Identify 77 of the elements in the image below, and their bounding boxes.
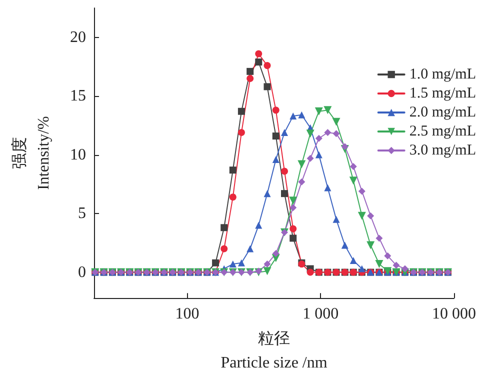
point [384, 252, 392, 260]
point [367, 212, 374, 220]
point [229, 194, 236, 201]
point [324, 106, 332, 114]
point [332, 130, 340, 138]
legend-label: 2.5 mg/mL [409, 124, 476, 140]
point [341, 242, 348, 249]
point [332, 216, 340, 223]
point [263, 267, 272, 276]
point [280, 190, 288, 198]
point [229, 260, 236, 268]
point [264, 260, 271, 268]
point [238, 129, 245, 136]
point [264, 83, 271, 90]
point [298, 160, 306, 168]
point [324, 184, 332, 192]
point [212, 259, 220, 266]
point [324, 128, 332, 136]
point [350, 163, 357, 170]
point [229, 166, 236, 174]
point [358, 212, 366, 220]
y-tick-label: 5 [78, 205, 86, 222]
point [306, 268, 314, 276]
point [376, 234, 383, 242]
point [264, 190, 271, 198]
point [306, 154, 314, 162]
point [290, 204, 297, 212]
x-tick-label: 100 [175, 306, 200, 323]
point [290, 225, 297, 232]
legend-label: 2.0 mg/mL [409, 104, 476, 120]
y-tick-label: 20 [70, 28, 86, 46]
point [238, 259, 245, 266]
legend-label: 1.0 mg/mL [409, 66, 476, 82]
legend-label: 1.5 mg/mL [409, 86, 476, 102]
point [290, 112, 297, 120]
point [238, 108, 245, 115]
point [246, 245, 254, 252]
point [272, 132, 280, 140]
point [246, 74, 254, 82]
x-tick-label: 10 000 [432, 306, 476, 323]
point [272, 156, 280, 164]
point [272, 106, 280, 114]
point [298, 178, 306, 186]
point [290, 234, 297, 242]
point [315, 134, 322, 142]
x-axis-title: 粒径 Particle size /nm [220, 330, 328, 372]
y-axis-title: 强度 Intensity/% [10, 116, 52, 190]
point [358, 265, 366, 272]
point [349, 176, 358, 185]
point [358, 188, 366, 195]
point [246, 68, 254, 75]
point [220, 245, 228, 252]
point [392, 262, 400, 269]
point [314, 107, 323, 116]
point [315, 151, 322, 158]
point [289, 196, 298, 205]
point [281, 168, 288, 175]
point [401, 265, 408, 272]
point [255, 50, 262, 58]
point [264, 62, 271, 70]
point [332, 118, 340, 126]
legend-label: 3.0 mg/mL [409, 142, 476, 158]
x-tick-label: 1 000 [302, 306, 339, 323]
point [366, 241, 375, 250]
point [375, 260, 384, 268]
point [341, 143, 348, 150]
y-tick-label: 10 [70, 146, 86, 164]
point [350, 257, 357, 264]
point [306, 130, 314, 138]
point [272, 250, 280, 257]
point [255, 58, 262, 66]
point [220, 224, 228, 232]
point [298, 111, 306, 118]
y-tick-label: 0 [78, 264, 86, 281]
y-tick-label: 15 [70, 88, 86, 105]
point [255, 222, 262, 229]
point [280, 128, 288, 136]
